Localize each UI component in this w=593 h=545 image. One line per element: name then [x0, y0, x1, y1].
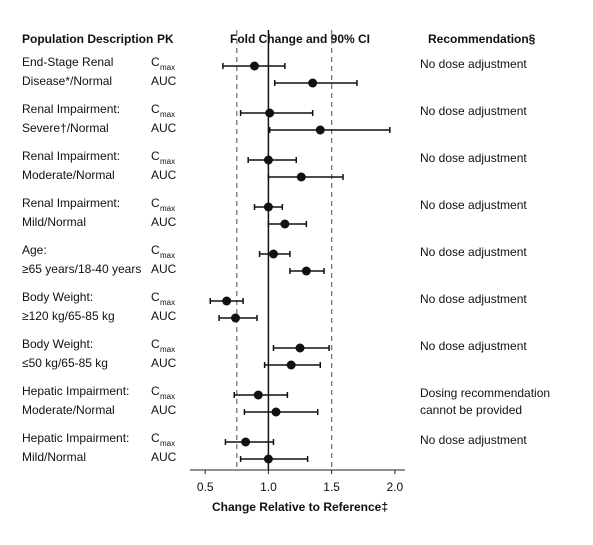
point-estimate [263, 202, 273, 212]
population-description: Mild/Normal [22, 215, 86, 229]
recommendation: No dose adjustment [420, 245, 527, 259]
recommendation: No dose adjustment [420, 104, 527, 118]
x-tick-label: 2.0 [387, 480, 404, 494]
plot-header: Fold Change and 90% CI [230, 32, 370, 46]
pk-label: C [151, 431, 160, 445]
point-estimate [308, 78, 318, 88]
point-estimate [296, 172, 306, 182]
pk-label: AUC [151, 74, 177, 88]
recommendation: No dose adjustment [420, 198, 527, 212]
pk-label: C [151, 337, 160, 351]
pk-label: C [151, 102, 160, 116]
population-description: Renal Impairment: [22, 196, 120, 210]
pk-subscript: max [160, 298, 175, 307]
point-estimate [265, 108, 275, 118]
population-description: ≥65 years/18-40 years [22, 262, 141, 276]
pk-label: AUC [151, 450, 177, 464]
pk-label: C [151, 290, 160, 304]
population-description: ≤50 kg/65-85 kg [22, 356, 108, 370]
pk-subscript: max [160, 439, 175, 448]
point-estimate [241, 437, 251, 447]
x-tick-label: 0.5 [197, 480, 214, 494]
point-estimate [253, 390, 263, 400]
x-tick-label: 1.5 [323, 480, 340, 494]
population-description: Hepatic Impairment: [22, 384, 129, 398]
recommendation: No dose adjustment [420, 339, 527, 353]
population-description: Body Weight: [22, 290, 93, 304]
pk-subscript: max [160, 204, 175, 213]
recommendation-header: Recommendation§ [428, 32, 536, 46]
point-estimate [315, 125, 325, 135]
recommendation: No dose adjustment [420, 151, 527, 165]
point-estimate [295, 343, 305, 353]
pk-label: AUC [151, 356, 177, 370]
pk-label: AUC [151, 309, 177, 323]
x-axis-title: Change Relative to Reference‡ [212, 500, 388, 514]
population-description: Hepatic Impairment: [22, 431, 129, 445]
population-description: Moderate/Normal [22, 168, 115, 182]
point-estimate [263, 155, 273, 165]
point-estimate [286, 360, 296, 370]
pk-label: C [151, 196, 160, 210]
pk-label: C [151, 55, 160, 69]
pk-subscript: max [160, 251, 175, 260]
population-description: Renal Impairment: [22, 102, 120, 116]
pk-subscript: max [160, 345, 175, 354]
pk-subscript: max [160, 157, 175, 166]
recommendation: Dosing recommendation [420, 386, 550, 400]
point-estimate [263, 454, 273, 464]
pk-label: C [151, 149, 160, 163]
point-estimate [301, 266, 311, 276]
population-description: Renal Impairment: [22, 149, 120, 163]
pk-label: AUC [151, 121, 177, 135]
population-description: Age: [22, 243, 47, 257]
description-header: Population Description [22, 32, 153, 46]
point-estimate [250, 61, 259, 71]
pk-label: C [151, 384, 160, 398]
point-estimate [280, 219, 290, 229]
recommendation: No dose adjustment [420, 292, 527, 306]
population-description: Body Weight: [22, 337, 93, 351]
pk-subscript: max [160, 110, 175, 119]
point-estimate [222, 296, 232, 306]
pk-label: AUC [151, 168, 177, 182]
pk-subscript: max [160, 63, 175, 72]
pk-header: PK [157, 32, 174, 46]
population-description: Mild/Normal [22, 450, 86, 464]
population-description: End-Stage Renal [22, 55, 113, 69]
recommendation: No dose adjustment [420, 57, 527, 71]
pk-label: AUC [151, 215, 177, 229]
population-description: Severe†/Normal [22, 121, 109, 135]
pk-label: AUC [151, 403, 177, 417]
pk-label: AUC [151, 262, 177, 276]
population-description: Moderate/Normal [22, 403, 115, 417]
point-estimate [231, 313, 241, 323]
point-estimate [268, 249, 278, 259]
pk-label: C [151, 243, 160, 257]
x-tick-label: 1.0 [260, 480, 277, 494]
population-description: Disease*/Normal [22, 74, 112, 88]
pk-subscript: max [160, 392, 175, 401]
recommendation: cannot be provided [420, 403, 522, 417]
population-description: ≥120 kg/65-85 kg [22, 309, 115, 323]
recommendation: No dose adjustment [420, 433, 527, 447]
point-estimate [271, 407, 281, 417]
